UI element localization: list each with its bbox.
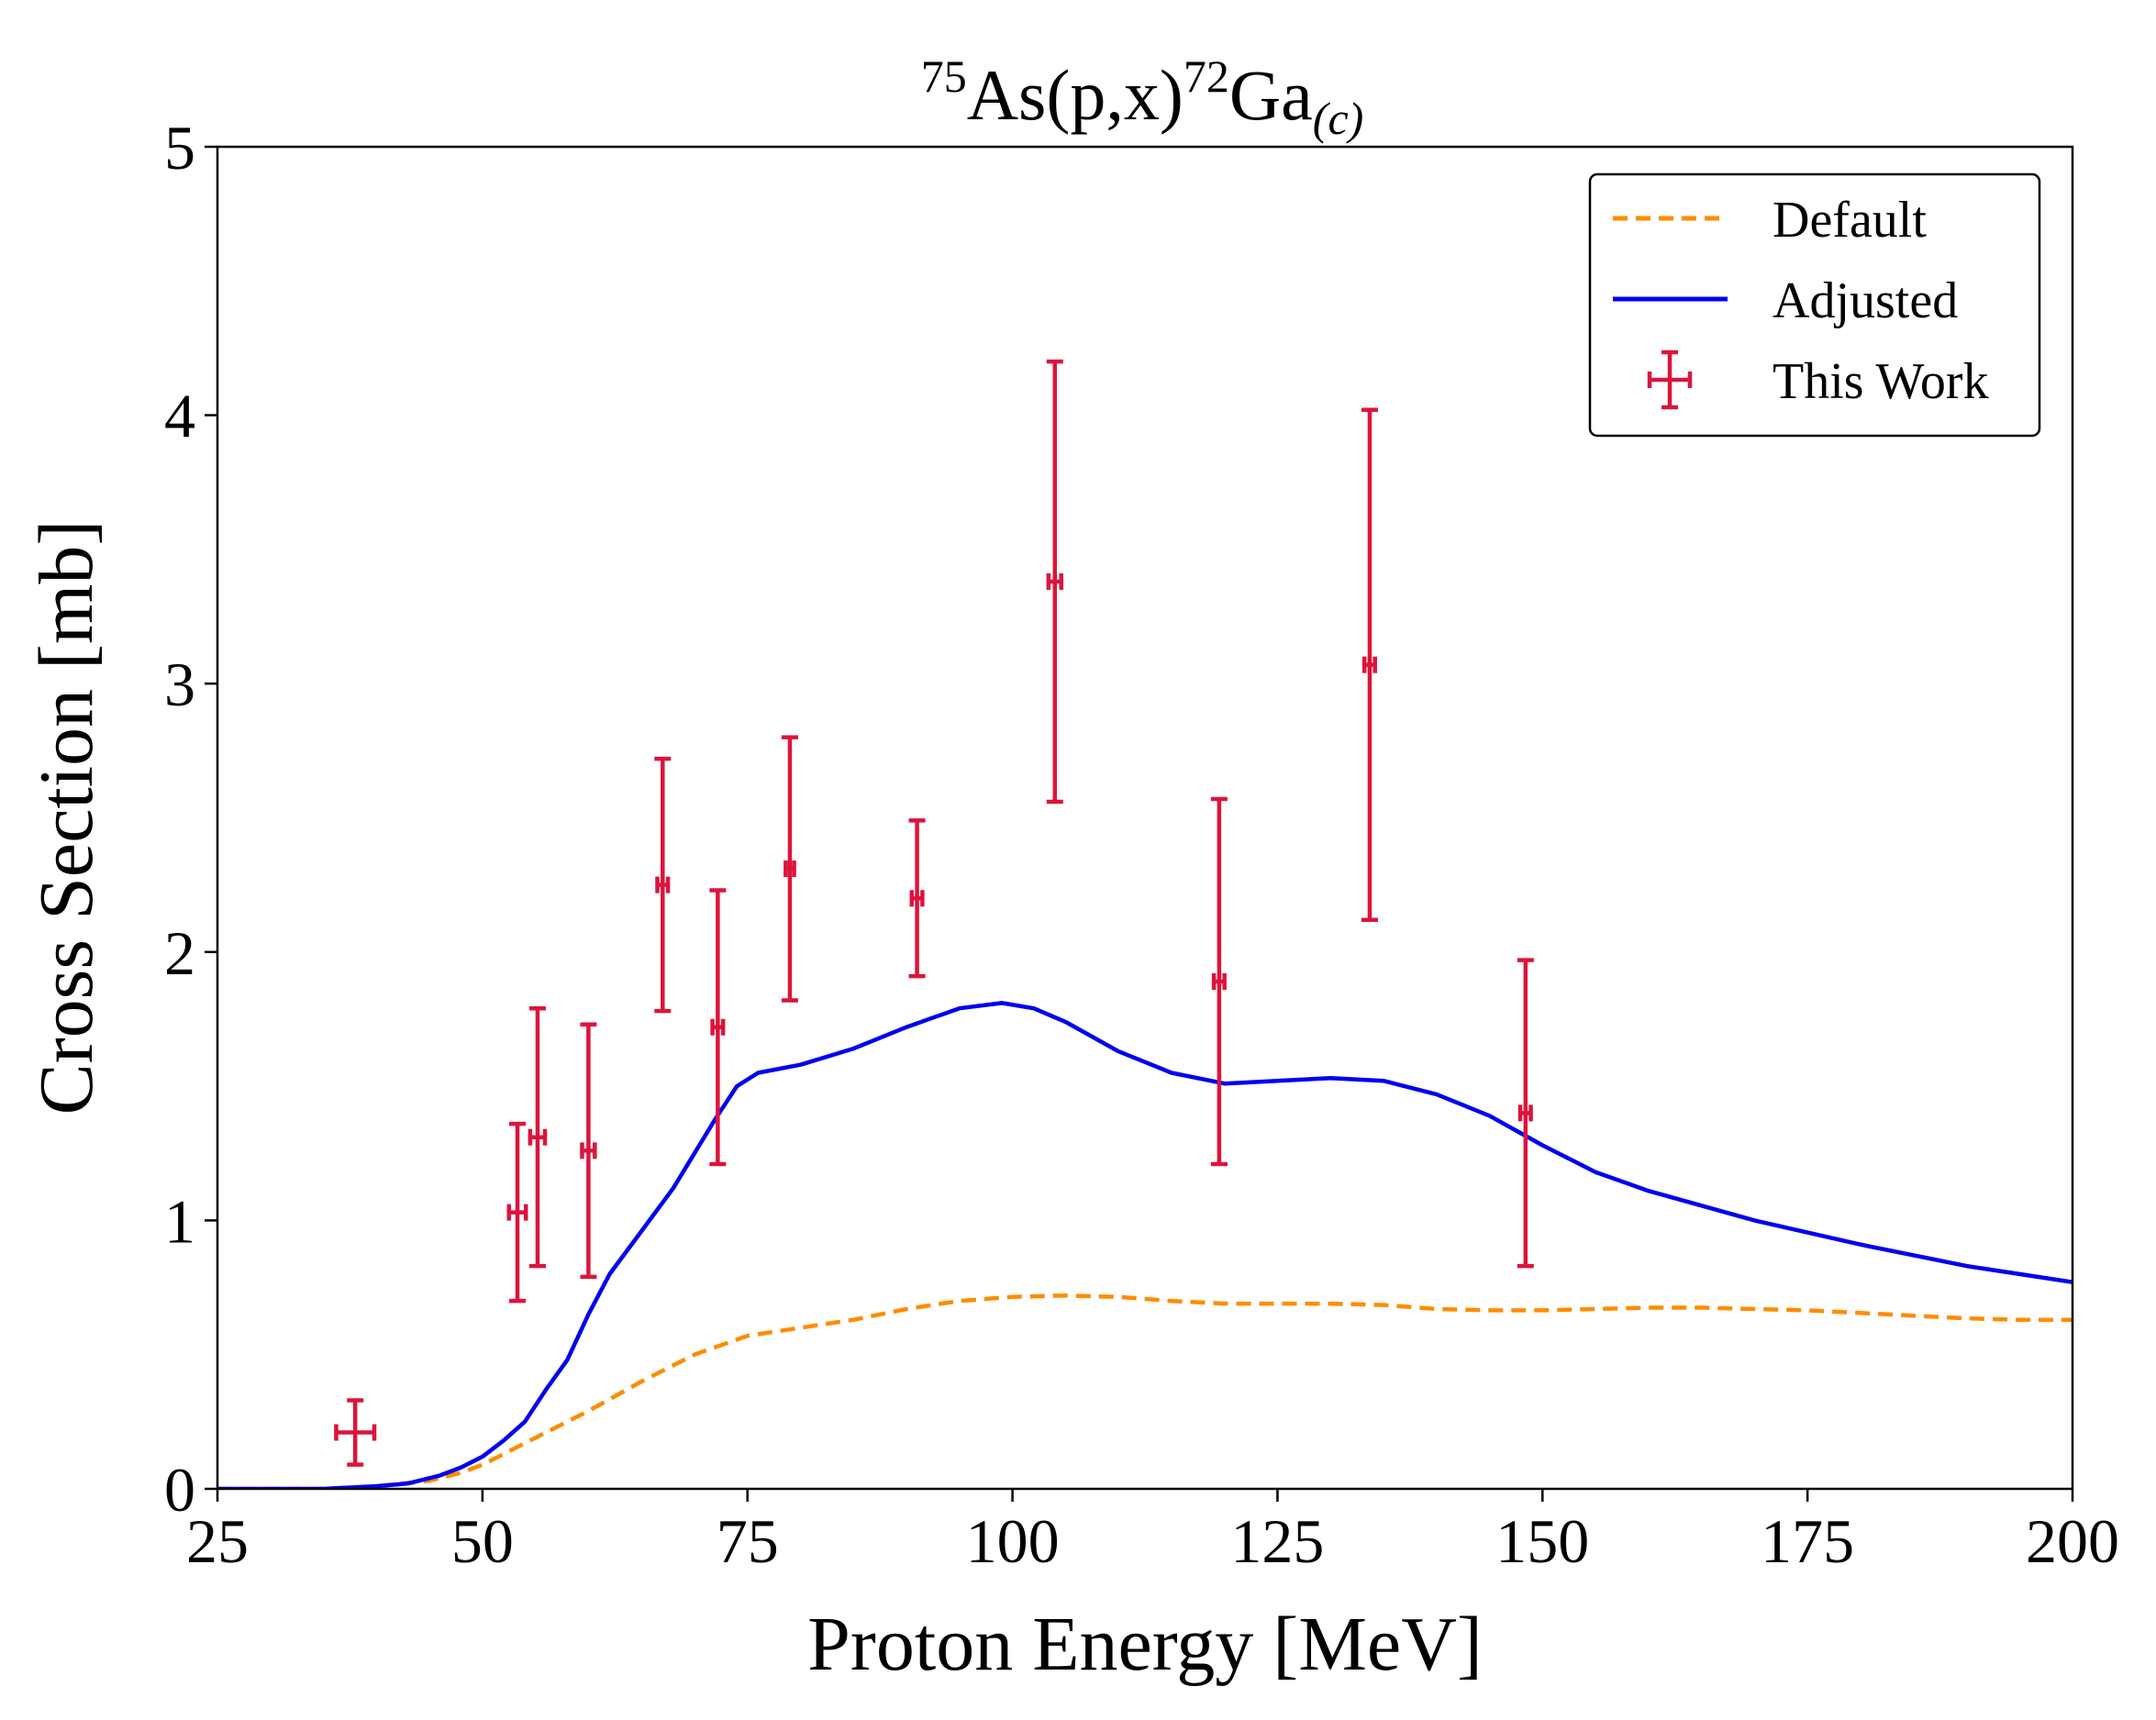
axes-frame: [216, 145, 2074, 1491]
plot-area: [216, 145, 2074, 1491]
x-tick-label: 75: [717, 1506, 779, 1576]
y-tick-label: 3: [164, 649, 195, 719]
title-mass-number-as: 75: [921, 50, 967, 102]
measurement-point: [1361, 407, 1378, 922]
measurement-point: [506, 1121, 528, 1304]
legend-default-label: Default: [1773, 192, 1927, 249]
x-tick-label: 150: [1495, 1506, 1589, 1576]
legend-this-work-swatch: [1647, 350, 1693, 410]
y-tick-label: 2: [164, 918, 195, 988]
y-tick-label: 1: [164, 1186, 195, 1256]
x-tick-label: 25: [186, 1506, 249, 1576]
x-tick-label: 50: [451, 1506, 514, 1576]
measurement-point: [334, 1398, 377, 1467]
title-subscript: (c): [1313, 93, 1364, 144]
measurement-point: [1046, 359, 1063, 805]
legend-box: [1588, 172, 2041, 438]
y-axis: 0 1 2 3 4 5: [164, 113, 217, 1525]
legend-this-work-label: This Work: [1773, 353, 1989, 410]
title-product: Ga: [1229, 55, 1313, 135]
measurement-point: [528, 1005, 548, 1269]
y-tick-label: 5: [164, 113, 195, 183]
x-axis-title: Proton Energy [MeV]: [807, 1602, 1483, 1687]
measurement-point: [709, 888, 727, 1167]
x-tick-label: 200: [2026, 1506, 2119, 1576]
x-tick-label: 100: [966, 1506, 1060, 1576]
x-tick-label: 175: [1761, 1506, 1854, 1576]
default-curve: [217, 1293, 2073, 1489]
measurement-point: [1517, 958, 1534, 1269]
x-tick-label: 125: [1230, 1506, 1324, 1576]
chart-title: 75As(p,x)72Ga(c): [921, 50, 1364, 144]
title-reaction: As(p,x): [967, 55, 1184, 135]
x-axis: 25 50 75 100 125 150 175 200: [186, 1489, 2119, 1576]
measurement-point: [1210, 796, 1228, 1167]
measurement-layer: [334, 359, 1534, 1467]
curves-layer: [217, 1001, 2073, 1489]
title-mass-number-ga: 72: [1184, 50, 1229, 102]
measurement-point: [654, 756, 672, 1014]
measurement-point: [908, 818, 926, 979]
legend: Default Adjusted This Work: [1588, 172, 2041, 438]
y-tick-label: 4: [164, 382, 195, 451]
legend-adjusted-label: Adjusted: [1773, 272, 1958, 329]
measurement-point: [781, 735, 798, 1003]
measurement-point: [580, 1022, 597, 1280]
adjusted-curve: [217, 1001, 2073, 1489]
y-axis-title: Cross Section [mb]: [24, 520, 109, 1115]
y-tick-label: 0: [164, 1455, 195, 1525]
